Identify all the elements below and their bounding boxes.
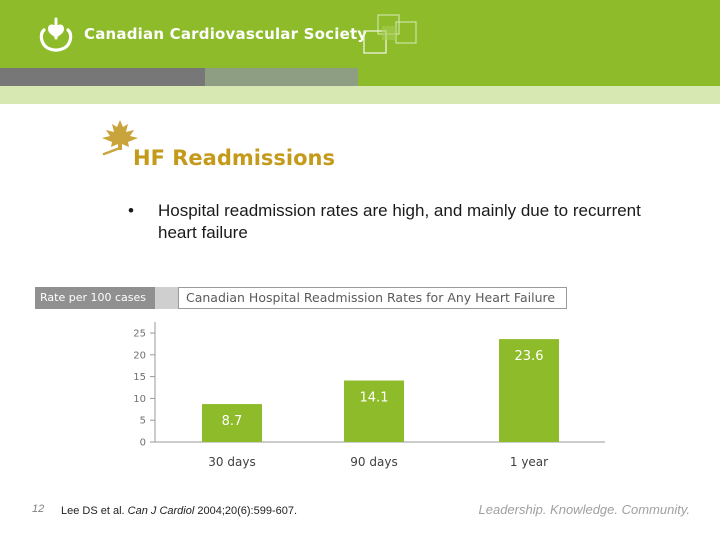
slide-number: 12 <box>32 503 45 515</box>
header-stripe-dark <box>0 68 205 86</box>
bar-value-label: 23.6 <box>515 349 544 364</box>
maple-leaf-icon <box>102 120 138 156</box>
bar-value-label: 14.1 <box>360 391 389 406</box>
y-axis-label: Rate per 100 cases <box>35 287 155 309</box>
tagline: Leadership. Knowledge. Community. <box>478 502 691 517</box>
y-tick-label: 0 <box>140 438 146 449</box>
bar <box>202 404 262 442</box>
y-tick-label: 25 <box>133 329 146 340</box>
bar <box>344 380 404 442</box>
chart-header-divider <box>155 287 178 309</box>
overlapping-squares-icon <box>363 14 417 54</box>
bar <box>499 339 559 442</box>
y-tick-label: 10 <box>133 394 146 405</box>
heart-logo-icon <box>39 17 73 52</box>
x-category-label: 30 days <box>208 455 255 469</box>
bullet-dot: • <box>128 201 134 220</box>
citation-journal: Can J Cardiol <box>127 505 195 517</box>
org-name: Canadian Cardiovascular Society <box>84 25 368 43</box>
y-tick-label: 5 <box>140 416 146 427</box>
bar-value-label: 8.7 <box>222 414 243 429</box>
bullet-text: Hospital readmission rates are high, and… <box>158 201 641 242</box>
citation-authors: Lee DS et al. <box>61 505 128 517</box>
y-tick-label: 15 <box>133 372 146 383</box>
header-stripe-light <box>0 86 720 104</box>
header-banner: Canadian Cardiovascular Society <box>0 0 720 68</box>
y-tick-label: 20 <box>133 350 146 361</box>
x-category-label: 90 days <box>350 455 397 469</box>
citation-details: 2004;20(6):599-607. <box>194 505 298 517</box>
header-stripe-green <box>358 68 720 86</box>
chart-title: Canadian Hospital Readmission Rates for … <box>178 287 567 309</box>
header-stripe-sage <box>205 68 358 86</box>
x-category-label: 1 year <box>510 455 548 469</box>
citation: Lee DS et al. Can J Cardiol 2004;20(6):5… <box>61 505 297 517</box>
slide-title: HF Readmissions <box>133 146 336 170</box>
